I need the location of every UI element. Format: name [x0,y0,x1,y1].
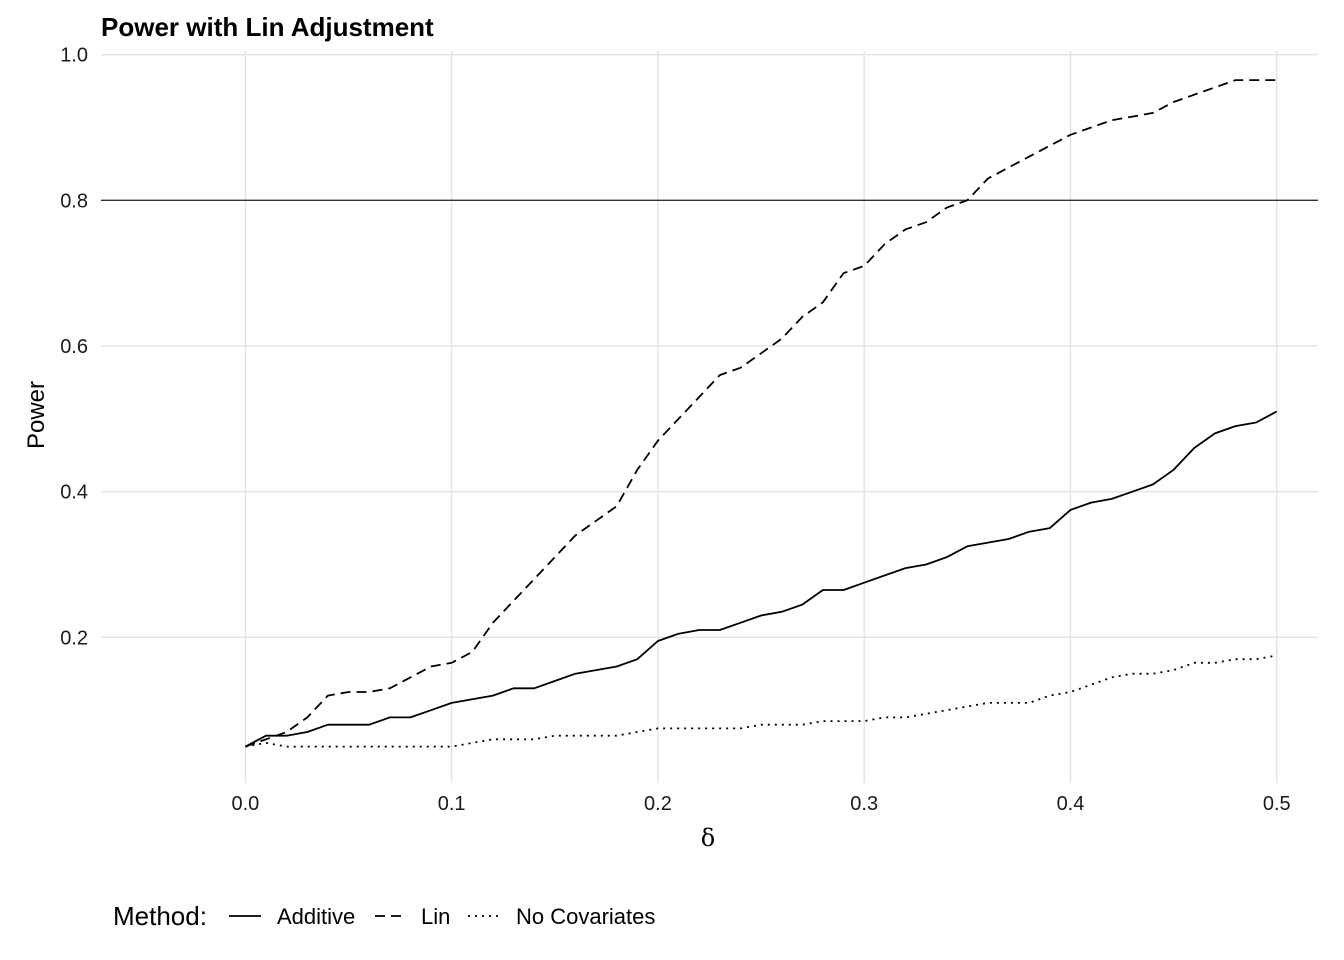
y-tick-label: 1.0 [60,45,88,67]
y-tick-label: 0.6 [60,336,88,358]
y-axis-ticks: 0.2 0.4 0.6 0.8 1.0 [60,45,88,650]
series-line-lin [245,79,1277,748]
x-tick-label: 0.1 [438,793,466,815]
y-tick-label: 0.8 [60,190,88,212]
x-axis-ticks: 0.0 0.1 0.2 0.3 0.4 0.5 [231,793,1290,815]
series-line-no-covariates [245,654,1277,748]
series-line-additive [244,410,1278,748]
x-axis-label: δ [701,824,715,852]
y-tick-label: 0.2 [60,627,88,649]
y-axis-label: Power [23,381,50,449]
series-layer [244,79,1278,748]
legend-label: Additive [277,904,355,929]
chart-title: Power with Lin Adjustment [101,12,434,42]
x-tick-label: 0.2 [644,793,672,815]
legend: Method: Additive Lin No Covariates [113,901,655,931]
x-tick-label: 0.3 [850,793,878,815]
legend-label: Lin [421,904,450,929]
legend-label: No Covariates [516,904,655,929]
grid-lines [101,51,1318,783]
legend-title: Method: [113,901,207,931]
y-tick-label: 0.4 [60,482,88,504]
x-tick-label: 0.5 [1263,793,1291,815]
x-tick-label: 0.0 [231,793,259,815]
x-tick-label: 0.4 [1057,793,1085,815]
